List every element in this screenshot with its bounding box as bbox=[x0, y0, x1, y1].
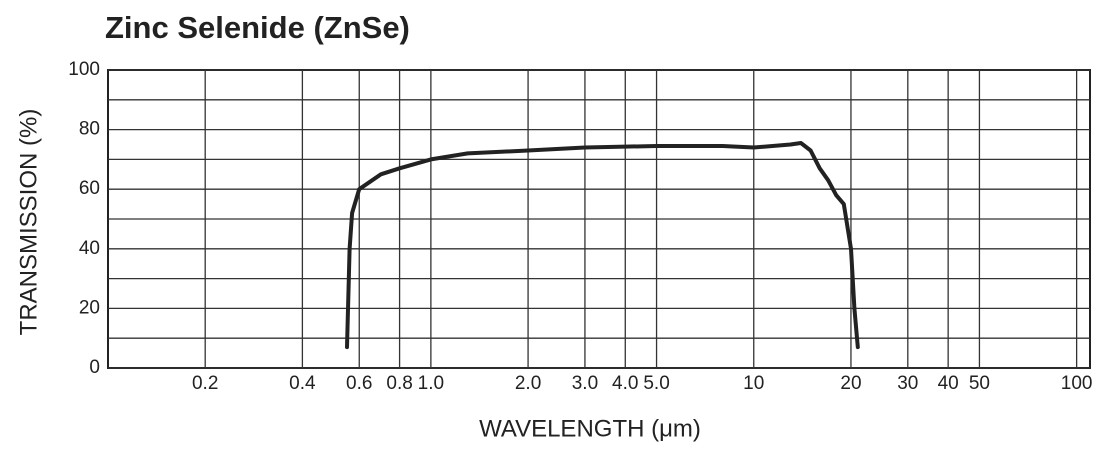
x-tick-label: 5.0 bbox=[643, 373, 669, 394]
y-tick-label: 80 bbox=[79, 119, 100, 140]
x-tick-label: 1.0 bbox=[418, 373, 444, 394]
y-tick-label: 100 bbox=[68, 59, 100, 80]
x-tick-label: 40 bbox=[938, 373, 959, 394]
transmission-line bbox=[345, 141, 860, 350]
x-tick-label: 100 bbox=[1061, 373, 1093, 394]
y-tick-label: 40 bbox=[79, 238, 100, 259]
x-tick-label: 3.0 bbox=[572, 373, 598, 394]
x-tick-label: 20 bbox=[840, 373, 861, 394]
y-tick-label: 20 bbox=[79, 297, 100, 318]
x-tick-label: 0.6 bbox=[346, 373, 372, 394]
x-tick-label: 0.8 bbox=[386, 373, 412, 394]
y-axis-label: TRANSMISSION (%) bbox=[15, 109, 42, 336]
chart-title: Zinc Selenide (ZnSe) bbox=[105, 10, 410, 45]
x-tick-label: 4.0 bbox=[612, 373, 638, 394]
x-tick-label: 30 bbox=[897, 373, 918, 394]
x-tick-label: 10 bbox=[743, 373, 764, 394]
y-tick-label: 60 bbox=[79, 178, 100, 199]
x-tick-label: 50 bbox=[969, 373, 990, 394]
x-tick-label: 0.4 bbox=[289, 373, 316, 394]
x-tick-label: 2.0 bbox=[515, 373, 541, 394]
x-tick-label: 0.2 bbox=[192, 373, 218, 394]
x-axis-label: WAVELENGTH (μm) bbox=[479, 415, 701, 442]
y-tick-label: 0 bbox=[89, 357, 100, 378]
